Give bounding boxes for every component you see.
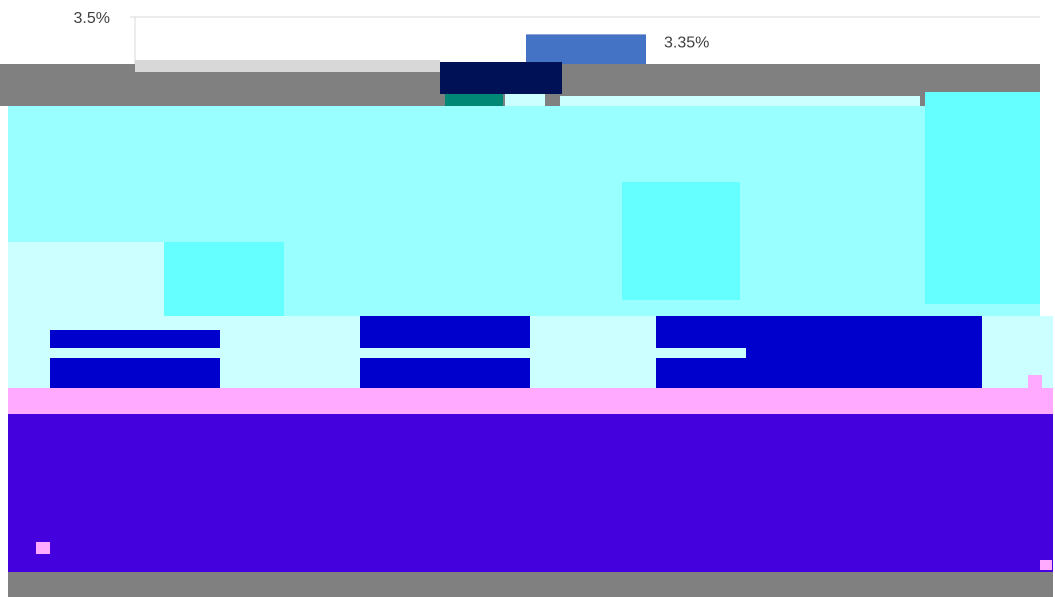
glitch-blue-2-mid [360,348,530,358]
glitch-pink-dot-1 [1028,375,1042,389]
glitch-pink-dot-2 [1040,560,1052,570]
glitch-blue-3-mid [656,348,746,358]
glitch-cyan-mid-2 [925,92,1040,304]
glitch-pink-dot-3 [36,542,50,554]
glitch-light-strip [505,94,545,106]
glitch-navy-block [440,62,562,94]
glitch-blue-1 [50,330,220,388]
glitch-pale-strip [560,96,920,106]
y-tick-label: 3.5% [74,10,110,27]
glitch-blue-1-mid [50,348,220,358]
glitch-gray-bottom [8,572,1053,597]
glitch-pale-left [135,60,440,72]
corrupted-overlay-layer [0,60,1053,597]
data-labels-layer: 3.35% [664,34,709,51]
glitch-cyan-mid-3 [164,242,284,322]
glitch-pink-row [8,388,1053,414]
glitch-cyan-mid-1 [622,182,740,300]
bar-data-label: 3.35% [664,34,709,51]
glitch-cyan-pale [8,242,164,320]
glitch-teal-strip [445,94,503,108]
glitch-purple-field [8,414,1053,572]
